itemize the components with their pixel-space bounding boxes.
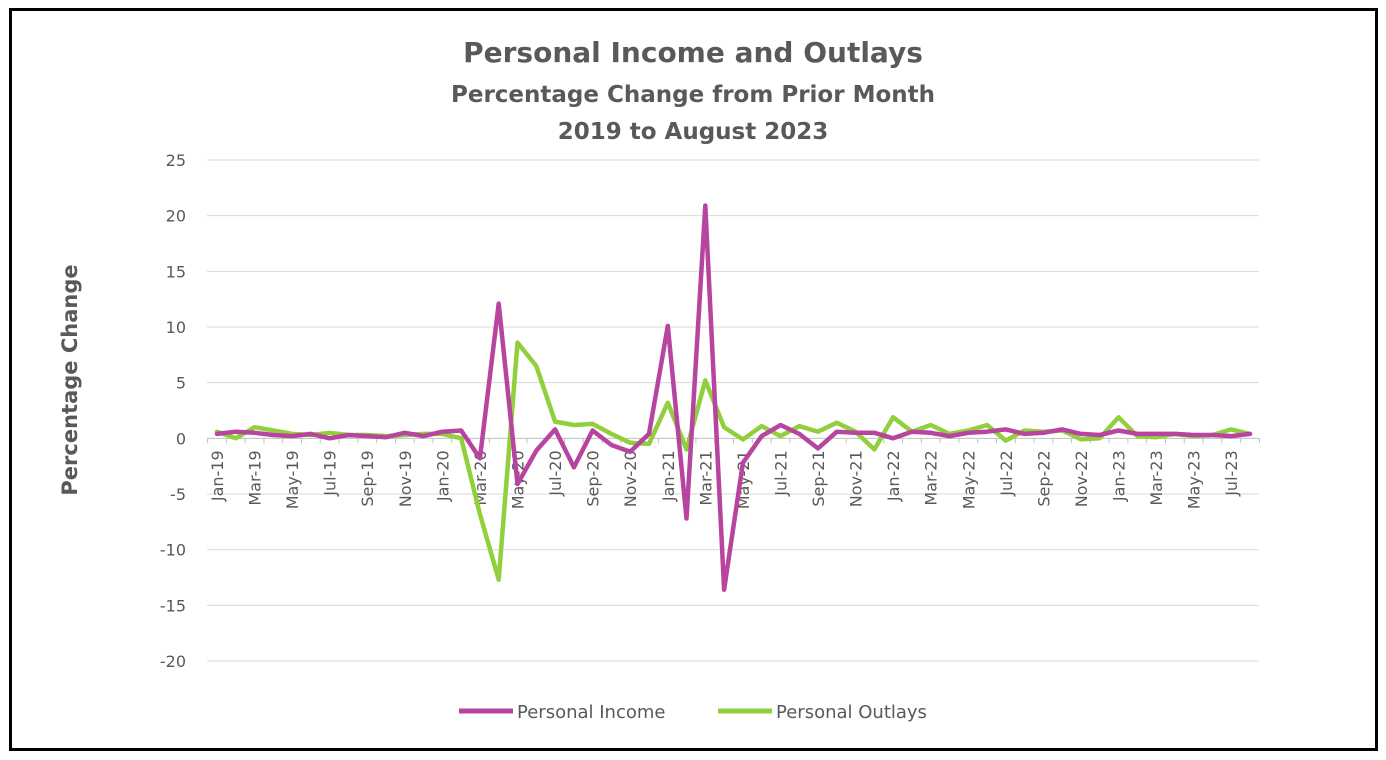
series-line-0 xyxy=(214,203,1253,592)
x-tick-label: Jan-20 xyxy=(433,450,452,502)
y-axis-ticks: 25 20 15 10 5 0 -5 -10 -15 -20 xyxy=(160,151,186,671)
x-tick-label: Jan-21 xyxy=(659,450,678,502)
y-tick-label: 5 xyxy=(176,374,186,393)
x-tick-label: Nov-22 xyxy=(1072,450,1091,507)
x-tick-label: May-23 xyxy=(1185,450,1204,509)
x-tick-label: Jan-19 xyxy=(208,450,227,502)
x-tick-label: Jul-21 xyxy=(771,450,790,496)
legend-label-0: Personal Income xyxy=(517,702,665,723)
x-tick-label: Jul-22 xyxy=(997,450,1016,496)
x-axis-ticks: Jan-19 Mar-19 May-19 Jul-19 Sep-19 Nov-19 Jan-… xyxy=(208,450,1241,509)
legend-label-1: Personal Outlays xyxy=(776,702,927,723)
x-tick-label: Sep-20 xyxy=(584,450,603,506)
chart-title: Personal Income and Outlays xyxy=(463,36,923,69)
gridlines xyxy=(207,159,1259,662)
series-lines xyxy=(214,203,1253,592)
x-tick-label: Nov-19 xyxy=(396,450,415,507)
x-tick-label: Mar-19 xyxy=(246,450,265,505)
y-tick-label: 0 xyxy=(176,429,186,448)
x-tick-label: Jan-23 xyxy=(1110,450,1129,502)
x-tick-label: May-19 xyxy=(283,450,302,509)
y-tick-label: 15 xyxy=(166,262,186,281)
y-tick-label: -10 xyxy=(160,541,186,560)
x-tick-label: Mar-21 xyxy=(696,450,715,505)
y-tick-label: -15 xyxy=(160,596,186,615)
y-tick-label: -5 xyxy=(170,485,186,504)
chart-subtitle-years: 2019 to August 2023 xyxy=(557,119,829,145)
x-tick-label: Jul-23 xyxy=(1222,450,1241,496)
x-tick-label: Nov-20 xyxy=(621,450,640,507)
y-tick-label: 25 xyxy=(166,151,186,170)
x-tick-label: Sep-19 xyxy=(358,450,377,506)
y-tick-label: 10 xyxy=(166,318,186,337)
x-tick-label: Nov-21 xyxy=(847,450,866,507)
x-tick-label: Jul-19 xyxy=(321,450,340,496)
legend: Personal Income Personal Outlays xyxy=(459,702,927,723)
x-tick-label: Sep-22 xyxy=(1034,450,1053,506)
x-tick-label: Sep-21 xyxy=(809,450,828,506)
x-tick-label: Mar-22 xyxy=(922,450,941,505)
y-axis-label: Percentage Change xyxy=(58,264,82,495)
x-tick-label: Mar-23 xyxy=(1147,450,1166,505)
x-tick-label: Jul-20 xyxy=(546,450,565,496)
y-tick-label: -20 xyxy=(160,652,186,671)
chart-subtitle: Percentage Change from Prior Month xyxy=(451,82,935,108)
x-tick-label: Jan-22 xyxy=(884,450,903,502)
x-tick-label: May-22 xyxy=(959,450,978,509)
y-tick-label: 20 xyxy=(166,207,186,226)
